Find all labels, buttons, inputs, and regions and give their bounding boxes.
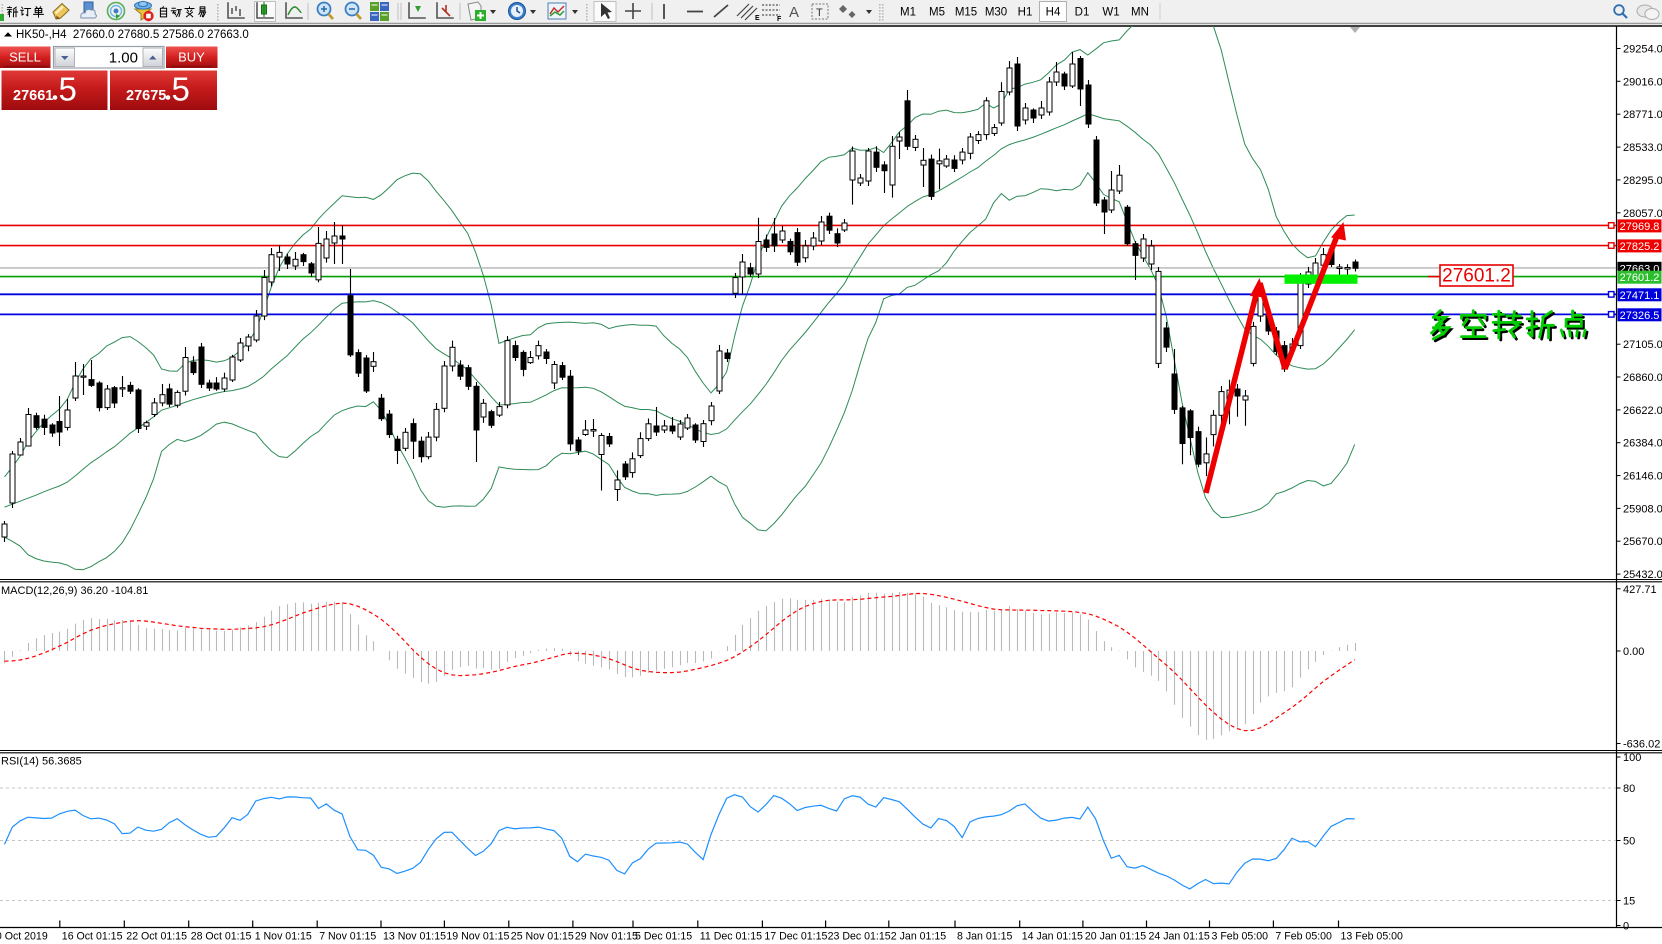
svg-text:MACD(12,26,9) 36.20 -104.81: MACD(12,26,9) 36.20 -104.81 <box>1 585 148 597</box>
svg-text:3 Feb 05:00: 3 Feb 05:00 <box>1212 931 1269 943</box>
svg-text:D1: D1 <box>1075 7 1090 19</box>
svg-text:BUY: BUY <box>178 50 205 65</box>
svg-text:MN: MN <box>1131 7 1149 19</box>
svg-text:F: F <box>777 16 782 23</box>
svg-text:27661: 27661 <box>13 88 53 104</box>
svg-text:13 Nov 01:15: 13 Nov 01:15 <box>383 931 446 943</box>
svg-text:29254.0: 29254.0 <box>1623 44 1662 56</box>
svg-text:E: E <box>755 15 760 22</box>
svg-text:28 Oct 01:15: 28 Oct 01:15 <box>191 931 252 943</box>
svg-text:27601.2: 27601.2 <box>1620 272 1660 284</box>
svg-text:25908.0: 25908.0 <box>1623 503 1662 515</box>
svg-text:25432.0: 25432.0 <box>1623 569 1662 581</box>
svg-text:A: A <box>789 4 799 21</box>
svg-text:22 Oct 01:15: 22 Oct 01:15 <box>126 931 187 943</box>
svg-text:29 Nov 01:15: 29 Nov 01:15 <box>575 931 638 943</box>
svg-text:15: 15 <box>1623 896 1635 908</box>
svg-text:80: 80 <box>1623 783 1635 795</box>
svg-text:17 Dec 01:15: 17 Dec 01:15 <box>764 931 827 943</box>
svg-text:100: 100 <box>1623 752 1641 764</box>
svg-text:5: 5 <box>59 71 77 108</box>
svg-text:RSI(14) 56.3685: RSI(14) 56.3685 <box>1 756 82 768</box>
svg-text:28057.0: 28057.0 <box>1623 208 1662 220</box>
svg-text:M30: M30 <box>985 7 1007 19</box>
svg-text:T: T <box>816 7 823 19</box>
svg-text:HK50-,H4 27660.0 27680.5 2758: HK50-,H4 27660.0 27680.5 27586.0 27663.0 <box>16 29 249 41</box>
svg-text:M1: M1 <box>900 7 916 19</box>
svg-text:1.00: 1.00 <box>109 50 138 67</box>
svg-text:27825.2: 27825.2 <box>1620 241 1660 253</box>
svg-text:27105.0: 27105.0 <box>1623 339 1662 351</box>
svg-text:29016.0: 29016.0 <box>1623 76 1662 88</box>
svg-text:W1: W1 <box>1102 7 1119 19</box>
svg-text:8 Jan 01:15: 8 Jan 01:15 <box>957 931 1012 943</box>
svg-text:27326.5: 27326.5 <box>1620 310 1660 322</box>
svg-text:26860.0: 26860.0 <box>1623 372 1662 384</box>
svg-text:1 Nov 01:15: 1 Nov 01:15 <box>255 931 312 943</box>
svg-text:11 Dec 01:15: 11 Dec 01:15 <box>700 931 762 943</box>
svg-text:28295.0: 28295.0 <box>1623 175 1662 187</box>
svg-text:2 Jan 01:15: 2 Jan 01:15 <box>891 931 946 943</box>
svg-text:27675: 27675 <box>126 88 166 104</box>
svg-text:0: 0 <box>1623 921 1629 933</box>
svg-text:20 Jan 01:15: 20 Jan 01:15 <box>1085 931 1146 943</box>
svg-text:7 Nov 01:15: 7 Nov 01:15 <box>319 931 376 943</box>
svg-text:19 Nov 01:15: 19 Nov 01:15 <box>446 931 509 943</box>
svg-text:27471.1: 27471.1 <box>1620 290 1660 302</box>
svg-text:5 Dec 01:15: 5 Dec 01:15 <box>635 931 692 943</box>
svg-text:H4: H4 <box>1046 7 1061 19</box>
svg-text:427.71: 427.71 <box>1623 584 1657 596</box>
svg-text:50: 50 <box>1623 836 1635 848</box>
svg-text:16 Oct 01:15: 16 Oct 01:15 <box>62 931 123 943</box>
svg-text:0.00: 0.00 <box>1623 646 1644 658</box>
svg-text:25670.0: 25670.0 <box>1623 536 1662 548</box>
svg-text:26384.0: 26384.0 <box>1623 438 1662 450</box>
svg-text:14 Jan 01:15: 14 Jan 01:15 <box>1022 931 1083 943</box>
svg-text:27601.2: 27601.2 <box>1442 266 1511 287</box>
svg-text:28771.0: 28771.0 <box>1623 109 1662 121</box>
svg-text:23 Dec 01:15: 23 Dec 01:15 <box>828 931 891 943</box>
svg-text:H1: H1 <box>1018 7 1033 19</box>
svg-text:25 Nov 01:15: 25 Nov 01:15 <box>511 931 574 943</box>
svg-text:28533.0: 28533.0 <box>1623 142 1662 154</box>
svg-text:M5: M5 <box>929 7 945 19</box>
svg-text:26146.0: 26146.0 <box>1623 471 1662 483</box>
svg-text:M15: M15 <box>955 7 977 19</box>
svg-text:24 Jan 01:15: 24 Jan 01:15 <box>1149 931 1210 943</box>
svg-text:26622.0: 26622.0 <box>1623 405 1662 417</box>
svg-text:5: 5 <box>172 71 190 108</box>
svg-text:10 Oct 2019: 10 Oct 2019 <box>0 931 48 943</box>
svg-text:13 Feb 05:00: 13 Feb 05:00 <box>1341 931 1404 943</box>
svg-text:27969.8: 27969.8 <box>1620 221 1660 233</box>
svg-text:-636.02: -636.02 <box>1623 739 1660 751</box>
svg-text:SELL: SELL <box>9 50 41 65</box>
svg-text:7 Feb 05:00: 7 Feb 05:00 <box>1275 931 1332 943</box>
